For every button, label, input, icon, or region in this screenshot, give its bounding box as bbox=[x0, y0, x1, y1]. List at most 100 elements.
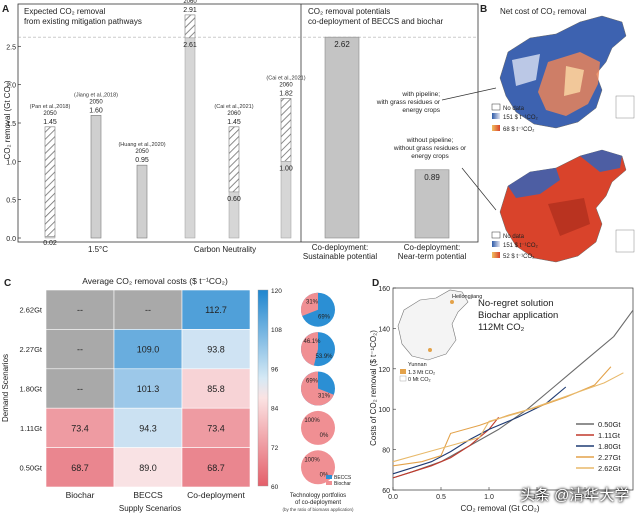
pie-legend-biochar: Biochar bbox=[334, 481, 351, 487]
heatmap-cell bbox=[45, 368, 115, 409]
legend-label: 2.62Gt bbox=[598, 464, 621, 473]
line-x-tick-label: 0.0 bbox=[388, 494, 398, 501]
bar-year: 2060 bbox=[183, 0, 197, 5]
pathway-bar bbox=[184, 14, 196, 39]
heatmap-cell-value: 68.7 bbox=[207, 463, 225, 473]
line-ylabel: Costs of CO₂ removal ($ t⁻¹CO₂) bbox=[369, 330, 378, 446]
potential-value: 2.62 bbox=[334, 40, 350, 49]
pie-footnote: (by the ratio of biomass application) bbox=[282, 507, 354, 512]
inset-label-heilongjiang: Heilongjiang bbox=[452, 294, 482, 300]
pie-legend-biochar-swatch bbox=[326, 481, 332, 485]
pie-legend-beccs-swatch bbox=[326, 475, 332, 479]
panel-c-heatmap: C Average CO₂ removal costs ($ t⁻¹CO₂) D… bbox=[1, 276, 354, 513]
heatmap-cell bbox=[113, 368, 183, 409]
bar-value-high: 0.95 bbox=[135, 157, 149, 164]
heatmap-cell-value: -- bbox=[77, 305, 83, 315]
heatmap-row-label: 2.62Gt bbox=[19, 306, 42, 315]
heatmap-cell-value: -- bbox=[145, 305, 151, 315]
note-1-line-2: with grass residues or bbox=[376, 99, 441, 106]
map1-legend-high: 151 $ t⁻¹CO₂ bbox=[503, 115, 539, 121]
note-1-line-3: energy crops bbox=[402, 107, 440, 114]
annotation-line-2: Biochar application bbox=[478, 310, 558, 321]
pie-label-biochar: 100% bbox=[304, 457, 320, 463]
pie-slice-biochar bbox=[301, 292, 318, 316]
heatmap-row-label: 2.27Gt bbox=[19, 345, 42, 354]
colorbar-tick-label: 120 bbox=[271, 288, 282, 295]
bar-year: 2060 bbox=[279, 82, 293, 88]
colorbar-tick-label: 72 bbox=[271, 445, 279, 452]
box-title-line-1: Expected CO₂ removal bbox=[24, 7, 106, 16]
heatmap-column-label: Co-deployment bbox=[187, 490, 245, 500]
cost-curves bbox=[392, 309, 634, 479]
potential-label-2-line-2: Near-term potential bbox=[398, 252, 467, 261]
line-y-tick-label: 100 bbox=[378, 407, 390, 414]
bar-study: (Jiang et al.,2018) bbox=[74, 92, 118, 98]
pie-slice-biochar bbox=[301, 410, 335, 445]
bar-year: 2050 bbox=[43, 111, 57, 117]
line-xlabel: CO₂ removal (Gt CO₂) bbox=[460, 504, 539, 513]
technology-portfolio-pies: 31% 69% 46.1% 53.9% 69% 31% 100% 0% 100% 0% bbox=[301, 292, 335, 485]
map2-legend-nodata: No data bbox=[503, 234, 525, 240]
heatmap-row-labels: 2.62Gt 2.27Gt 1.80Gt 1.11Gt 0.50Gt bbox=[19, 306, 42, 473]
heatmap-row-label: 1.80Gt bbox=[19, 385, 42, 394]
colorbar-tick-label: 60 bbox=[271, 484, 279, 491]
annotation-line-3: 112Mt CO₂ bbox=[478, 322, 525, 333]
inset-legend-high: 1.3 Mt CO₂ bbox=[408, 370, 435, 376]
pathway-bar bbox=[280, 98, 292, 162]
line-x-tick-label: 1.5 bbox=[532, 494, 542, 501]
heatmap-cell bbox=[181, 329, 251, 370]
potential-label-1-line-1: Co-deployment: bbox=[312, 243, 368, 252]
pathway-bar bbox=[136, 164, 148, 239]
heatmap-xlabel: Supply Scenarios bbox=[119, 504, 181, 513]
panel-letter-d: D bbox=[372, 278, 379, 289]
bar-value-high: 1.82 bbox=[279, 90, 293, 97]
line-x-tick-label: 0.5 bbox=[436, 494, 446, 501]
y-tick-label: 0.5 bbox=[6, 198, 16, 205]
legend-label: 1.11Gt bbox=[598, 431, 621, 440]
map-net-cost-near-term: No data 151 $ t⁻¹CO₂ 52 $ t⁻¹CO₂ bbox=[491, 149, 635, 263]
bar-value-low: 2.61 bbox=[183, 42, 197, 49]
bar-study: (Pan et al.,2018) bbox=[30, 104, 71, 110]
pie-label-biochar: 46.1% bbox=[303, 339, 321, 345]
line-y-tick-label: 60 bbox=[382, 488, 390, 495]
note-1-line-1: with pipeline; bbox=[401, 91, 440, 98]
bar-study: (Huang et al.,2020) bbox=[118, 142, 165, 148]
line-y-tick-label: 120 bbox=[378, 367, 390, 374]
panel-d-line-chart: D 60 80 100 120 140 160 0.0 0.5 1.0 1.5 2.0 Costs… bbox=[369, 278, 634, 513]
bar-study: (Cai et al.,2021) bbox=[266, 75, 305, 81]
legend-label: 1.80Gt bbox=[598, 442, 621, 451]
inset-legend-low: 0 Mt CO₂ bbox=[408, 377, 431, 383]
colorbar-tick-label: 84 bbox=[271, 406, 279, 413]
panel-letter-c: C bbox=[4, 278, 11, 289]
heatmap-column-labels: Biochar BECCS Co-deployment bbox=[66, 490, 246, 500]
pie-label-biochar: 31% bbox=[306, 300, 319, 306]
pie-label-beccs: 0% bbox=[320, 472, 329, 478]
bar-value-low: 1.00 bbox=[279, 165, 293, 172]
arrow-to-map-1 bbox=[441, 87, 497, 101]
colorbar-ticks: 120 108 96 84 72 60 bbox=[271, 288, 282, 491]
map-title: Net cost of CO₂ removal bbox=[500, 7, 586, 16]
heatmap-cell-value: 68.7 bbox=[71, 463, 89, 473]
heatmap-cell-value: 73.4 bbox=[207, 423, 225, 433]
heatmap-row-label: 0.50Gt bbox=[19, 463, 42, 472]
legend-label: 2.27Gt bbox=[598, 453, 621, 462]
pathway-bar-base bbox=[184, 37, 196, 239]
panel-letter-a: A bbox=[2, 4, 9, 15]
potential-bars: 2.62 0.89 bbox=[324, 36, 450, 239]
heatmap-cells: -- -- 112.7 -- 109.0 93.8 -- 101.3 85.8 73.4 94.3 7… bbox=[45, 289, 251, 488]
pie-slice-biochar bbox=[301, 332, 318, 366]
heatmap-cell-value: 109.0 bbox=[137, 345, 160, 355]
heatmap-cell bbox=[113, 407, 183, 448]
line-x-tick-label: 2.0 bbox=[580, 494, 590, 501]
y-axis-ticks: 0.0 0.5 1.0 1.5 2.0 2.5 bbox=[6, 44, 21, 243]
bar-value-high: 1.45 bbox=[227, 119, 241, 126]
bar-year: 2050 bbox=[135, 149, 149, 155]
line-y-tick-label: 80 bbox=[382, 448, 390, 455]
line-y-tick-label: 160 bbox=[378, 286, 390, 293]
bar-value-high: 1.45 bbox=[43, 119, 57, 126]
potential-label-1-line-2: Sustainable potential bbox=[303, 252, 378, 261]
pie-label-biochar: 69% bbox=[306, 379, 319, 385]
arrow-to-map-2 bbox=[461, 167, 497, 211]
heatmap-cell bbox=[181, 289, 251, 330]
